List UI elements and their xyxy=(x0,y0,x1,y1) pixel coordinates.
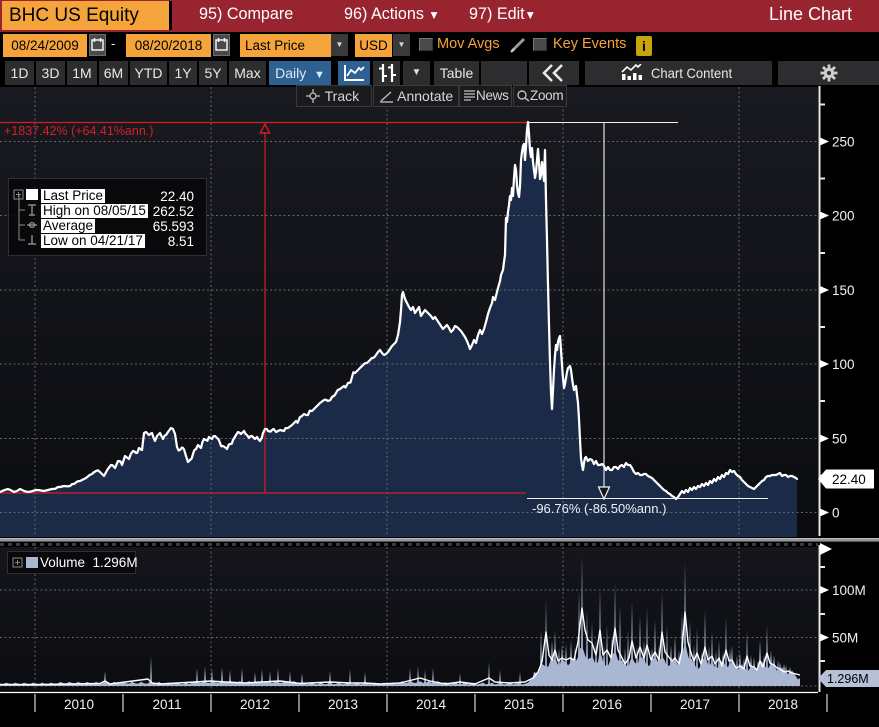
svg-text:22.40: 22.40 xyxy=(832,472,866,487)
svg-text:50: 50 xyxy=(832,432,847,447)
svg-text:100M: 100M xyxy=(832,583,866,598)
svg-text:100: 100 xyxy=(832,357,855,372)
svg-text:200: 200 xyxy=(832,209,855,224)
svg-text:2014: 2014 xyxy=(416,697,447,712)
svg-text:-96.76% (-86.50%ann.): -96.76% (-86.50%ann.) xyxy=(532,501,666,516)
svg-text:2017: 2017 xyxy=(680,697,710,712)
svg-text:1.296M: 1.296M xyxy=(827,672,869,686)
svg-text:2013: 2013 xyxy=(328,697,358,712)
svg-text:150: 150 xyxy=(832,283,855,298)
svg-text:250: 250 xyxy=(832,135,855,150)
svg-text:2010: 2010 xyxy=(64,697,94,712)
svg-text:50M: 50M xyxy=(832,631,858,646)
svg-text:2015: 2015 xyxy=(504,697,534,712)
svg-text:2018: 2018 xyxy=(768,697,798,712)
svg-text:2011: 2011 xyxy=(152,697,181,712)
svg-text:2012: 2012 xyxy=(240,697,270,712)
svg-text:2016: 2016 xyxy=(592,697,622,712)
svg-text:+1837.42% (+64.41%ann.): +1837.42% (+64.41%ann.) xyxy=(4,124,153,138)
svg-text:0: 0 xyxy=(832,506,840,521)
